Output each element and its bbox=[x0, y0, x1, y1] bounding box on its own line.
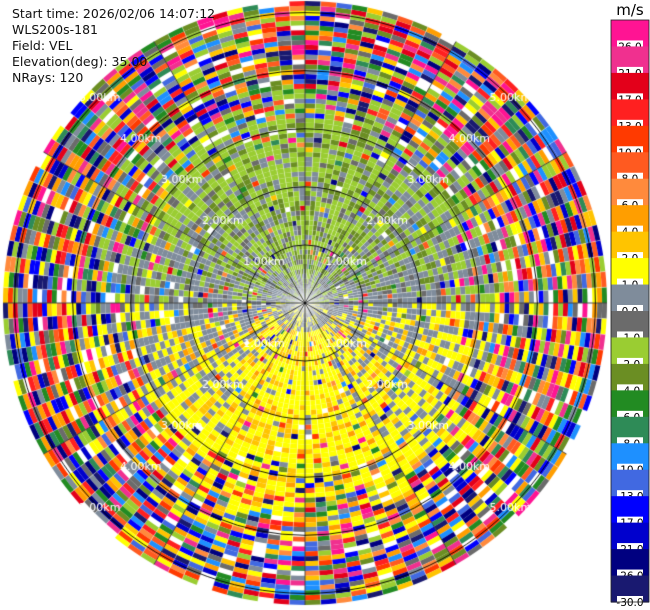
field-label: Field: VEL bbox=[12, 38, 73, 53]
colorbar-tick-label: -30.0 bbox=[616, 597, 643, 609]
plot-metadata: Start time: 2026/02/06 14:07:12 WLS200s-… bbox=[12, 6, 215, 86]
colorbar-tick-label-bg bbox=[617, 119, 643, 132]
nrays-label: NRays: 120 bbox=[12, 70, 84, 85]
elevation-label: Elevation(deg): 35.00 bbox=[12, 54, 148, 69]
start-time-label: Start time: 2026/02/06 14:07:12 bbox=[12, 6, 216, 21]
colorbar-frame bbox=[610, 19, 650, 603]
colorbar-units-label: m/s bbox=[616, 1, 644, 19]
instrument-label: WLS200s-181 bbox=[12, 22, 98, 37]
